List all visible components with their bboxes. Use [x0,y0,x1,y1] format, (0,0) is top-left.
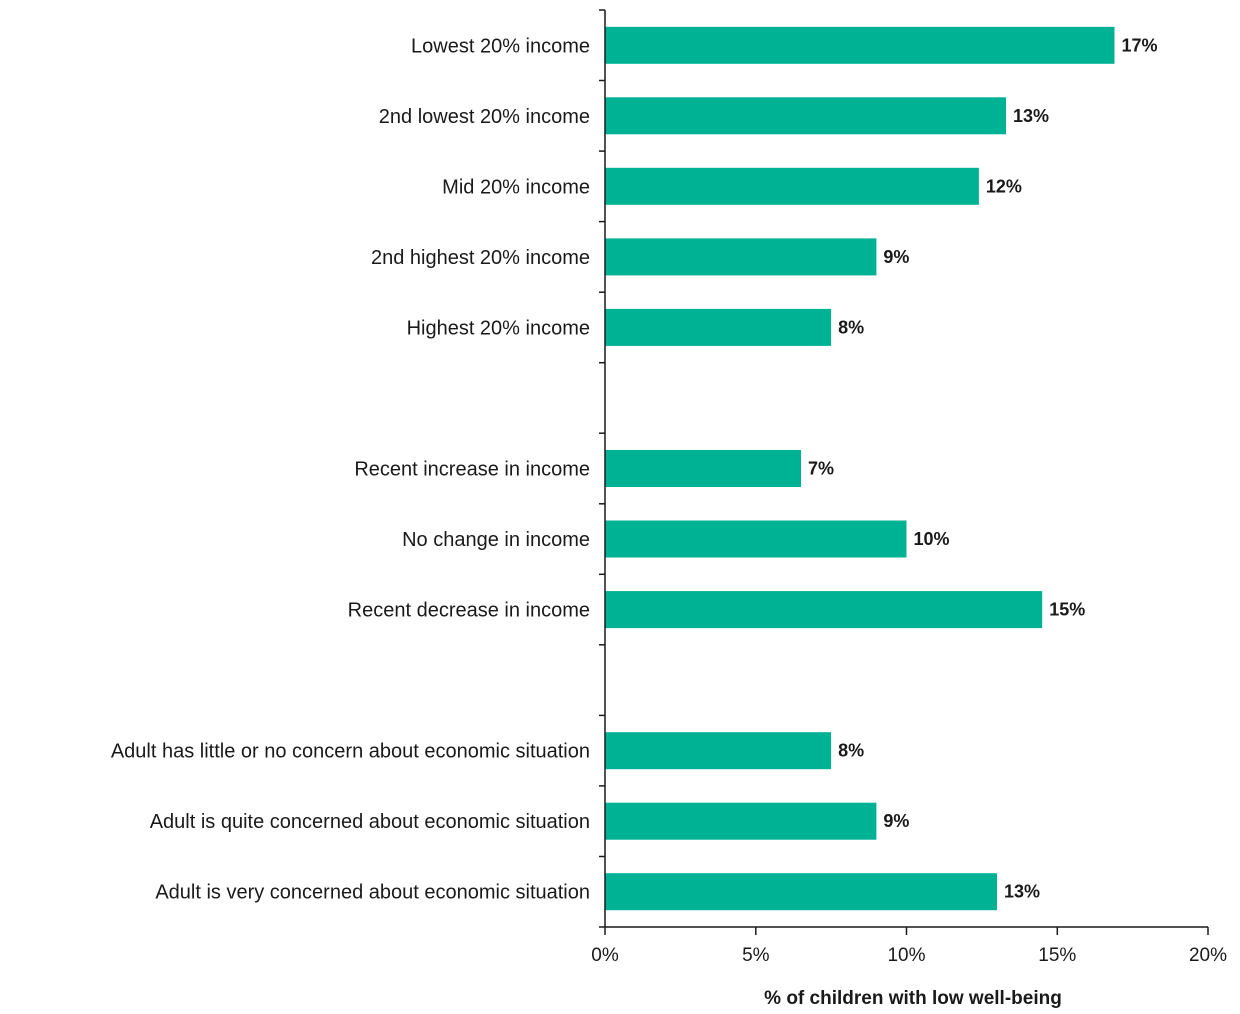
bar [605,520,907,558]
x-axis-title: % of children with low well-being [764,988,1062,1009]
data-label: 7% [808,459,834,479]
bar [605,873,997,911]
value-labels-layer: 17% 13% 12% 9% 8% 7% 10% 15% 8% 9% 13% [808,35,1158,901]
data-label: 13% [1004,882,1040,902]
bar [605,167,979,205]
category-label: Recent decrease in income [348,600,590,622]
category-label: Recent increase in income [354,459,590,481]
data-label: 9% [883,247,909,267]
category-label: Mid 20% income [442,176,590,198]
category-label: Highest 20% income [407,317,590,339]
bar [605,308,832,346]
bar [605,591,1043,629]
x-tick-label: 10% [887,945,925,966]
category-label: Adult is very concerned about economic s… [155,882,590,904]
category-label: 2nd highest 20% income [371,247,590,269]
bars-layer [605,26,1115,911]
data-label: 9% [883,811,909,831]
x-tick-label: 0% [591,945,619,966]
category-label: Adult has little or no concern about eco… [111,741,590,763]
x-tick-label: 15% [1038,945,1076,966]
data-label: 8% [838,317,864,337]
data-label: 17% [1122,35,1158,55]
data-label: 10% [914,529,950,549]
bar [605,732,832,770]
data-label: 12% [986,176,1022,196]
x-tick-label: 5% [742,945,770,966]
x-tick-label: 20% [1189,945,1227,966]
bar [605,238,877,276]
data-label: 8% [838,741,864,761]
category-label: Lowest 20% income [411,35,590,57]
axes-layer: 0% 5% 10% 15% 20% [591,9,1227,966]
bar [605,802,877,840]
data-label: 15% [1049,600,1085,620]
bar [605,97,1006,135]
category-labels-layer: Lowest 20% income 2nd lowest 20% income Mi… [111,35,590,903]
data-label: 13% [1013,106,1049,126]
category-label: 2nd lowest 20% income [379,106,590,128]
category-label: No change in income [402,529,590,551]
bar [605,450,801,487]
bar [605,26,1115,64]
category-label: Adult is quite concerned about economic … [150,811,590,833]
